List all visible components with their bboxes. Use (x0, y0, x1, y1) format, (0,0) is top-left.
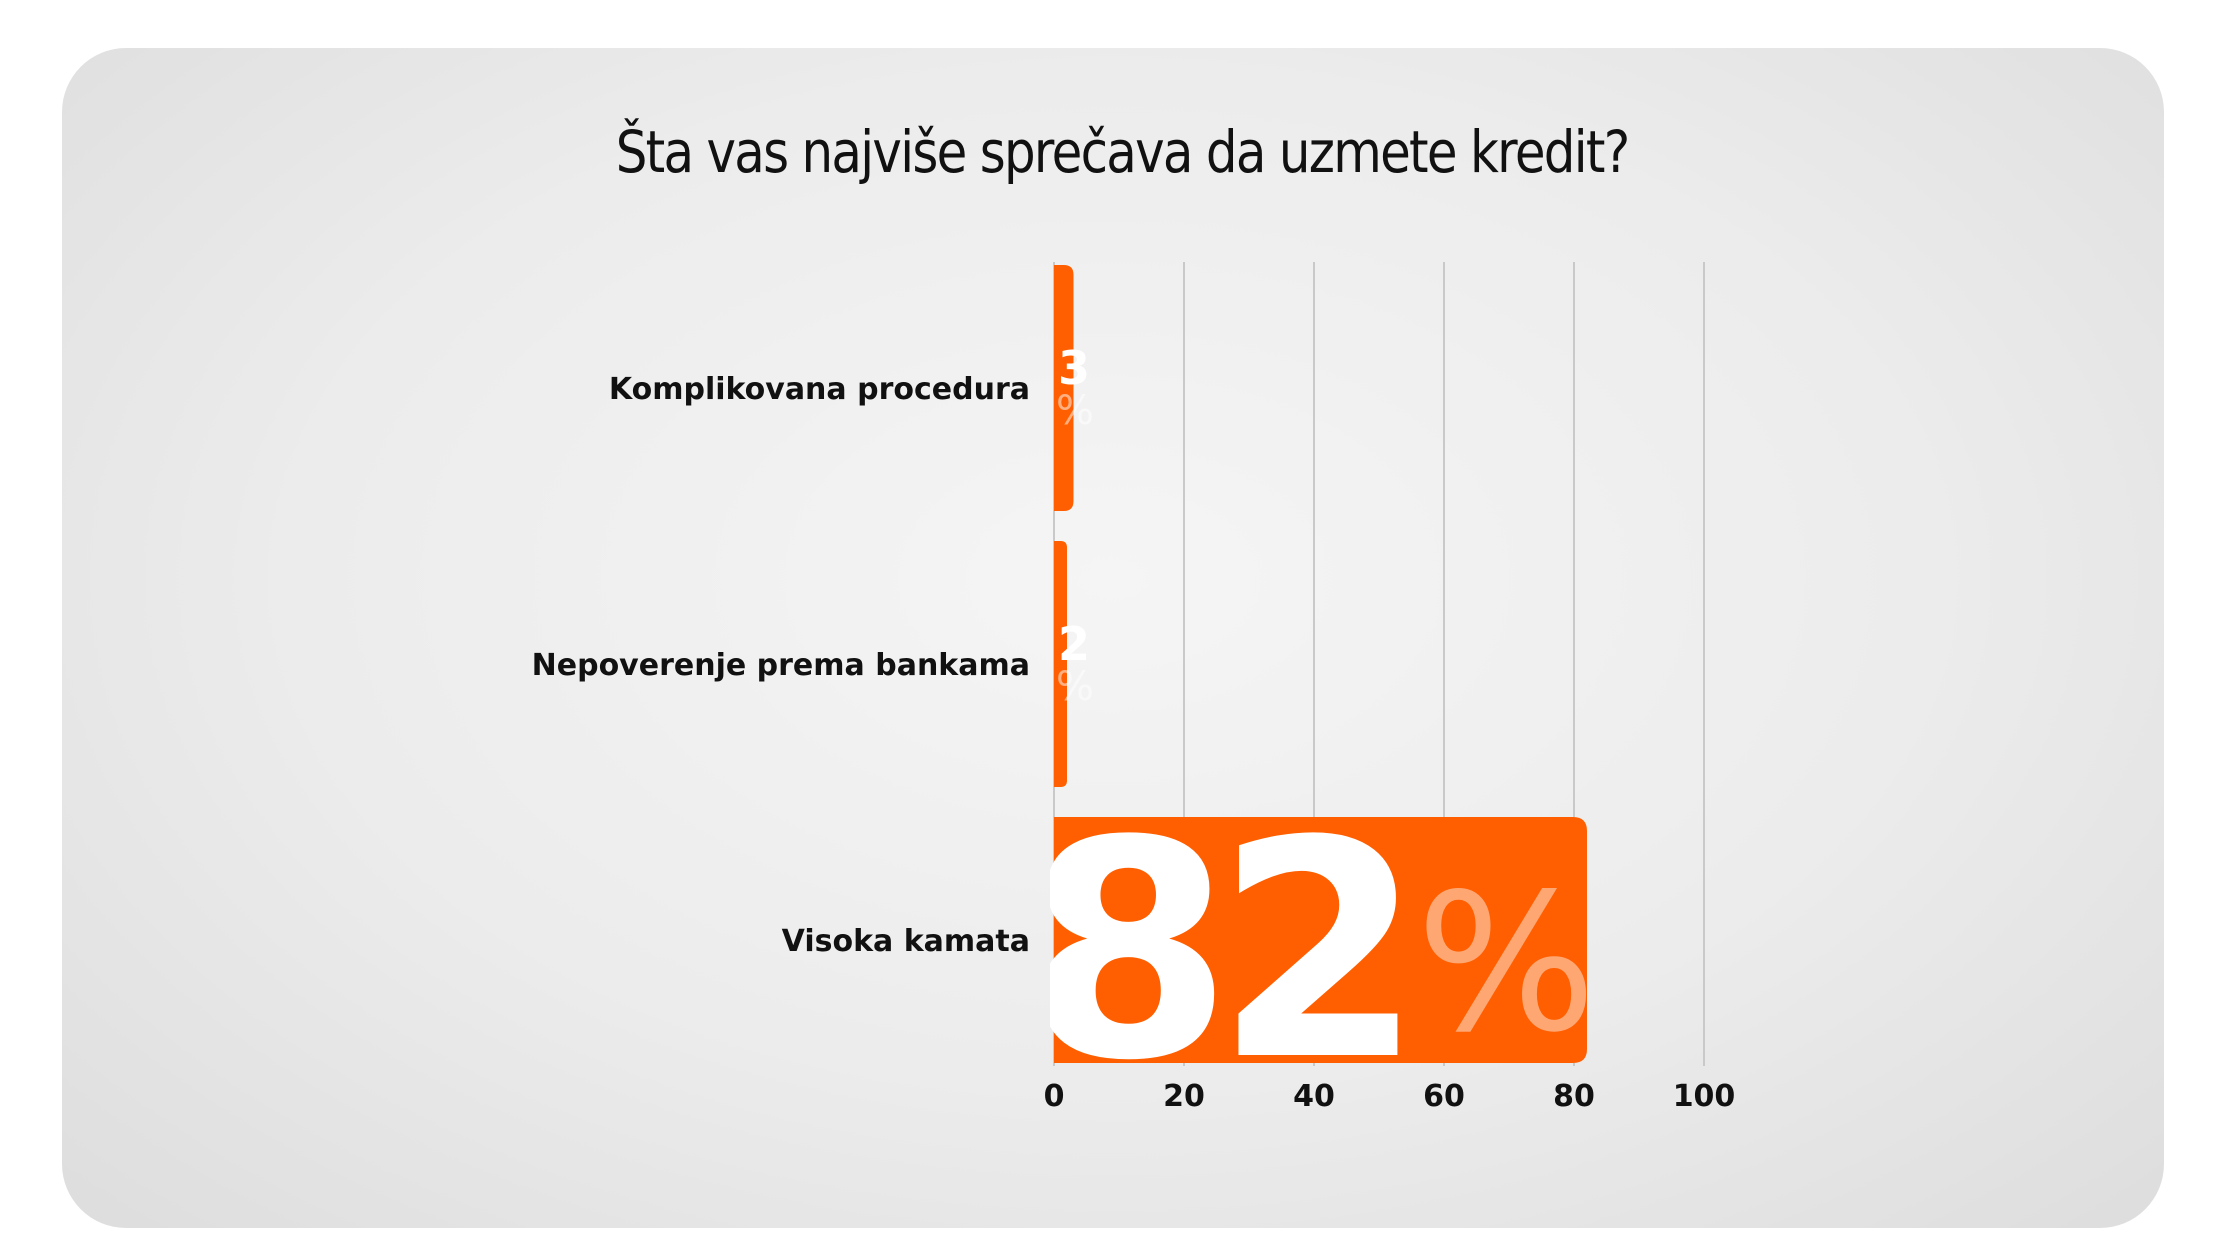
bar-1 (1054, 541, 1067, 787)
value-number-1: 2 (1058, 617, 1090, 671)
category-label-0: Komplikovana procedura (609, 372, 1030, 407)
bar-2 (1054, 817, 1587, 1063)
x-tick-label-80: 80 (1553, 1079, 1595, 1114)
value-label-1: 2% (1056, 617, 1094, 710)
x-tick-label-100: 100 (1673, 1079, 1736, 1114)
value-label-2: 82% (1024, 777, 1597, 1126)
value-number-0: 3 (1058, 341, 1090, 395)
value-number-2: 82 (1024, 777, 1405, 1126)
x-tick-label-20: 20 (1163, 1079, 1205, 1114)
value-percent-0: % (1056, 388, 1094, 434)
chart-title: Šta vas najviše sprečava da uzmete kredi… (615, 118, 1630, 186)
bars (1054, 265, 1587, 1063)
category-label-1: Nepoverenje prema bankama (532, 648, 1030, 683)
category-label-2: Visoka kamata (782, 924, 1030, 959)
value-label-0: 3% (1056, 341, 1094, 434)
value-percent-2: % (1416, 853, 1597, 1074)
x-tick-label-60: 60 (1423, 1079, 1465, 1114)
x-axis-ticks: 0 20 40 60 80 100 (1044, 1079, 1736, 1114)
value-labels: 3%2%82% (1024, 341, 1597, 1126)
category-labels: Komplikovana procedura Nepoverenje prema … (532, 372, 1030, 959)
bar-0 (1054, 265, 1074, 511)
x-tick-label-0: 0 (1044, 1079, 1065, 1114)
value-percent-1: % (1056, 664, 1094, 710)
x-tick-label-40: 40 (1293, 1079, 1335, 1114)
